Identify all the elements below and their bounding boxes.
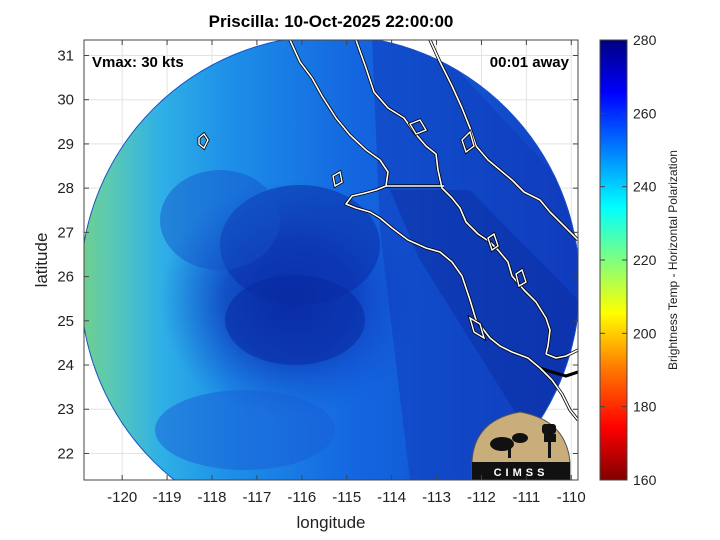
x-tick-label: -115 — [332, 489, 361, 506]
colorbar-tick-label: 160 — [633, 472, 657, 488]
x-axis-ticks: -120 -119 -118 -117 -116 -115 -114 -113 -112 -111… — [107, 40, 586, 506]
colorbar-tick-label: 280 — [633, 32, 657, 48]
y-tick-label: 22 — [57, 445, 74, 462]
x-tick-label: -119 — [153, 489, 182, 506]
colorbar-tick-label: 240 — [633, 179, 657, 195]
vmax-label: Vmax: 30 kts — [92, 54, 184, 71]
colorbar-tick-label: 260 — [633, 105, 657, 121]
y-axis-label: latitude — [32, 233, 51, 288]
colorbar-ticks: 280 260 240 220 200 180 160 — [600, 32, 657, 488]
x-tick-label: -118 — [198, 489, 227, 506]
coastlines — [197, 40, 578, 421]
logo-text: CIMSS — [494, 467, 549, 479]
x-axis-label: longitude — [296, 513, 365, 532]
y-tick-label: 29 — [57, 136, 74, 153]
x-tick-label: -116 — [287, 489, 316, 506]
x-tick-label: -113 — [422, 489, 451, 506]
colorbar-tick-label: 220 — [633, 252, 657, 268]
x-tick-label: -112 — [467, 489, 496, 506]
satellite-swath — [84, 40, 578, 480]
y-tick-label: 28 — [57, 180, 74, 197]
y-tick-label: 31 — [57, 47, 74, 64]
y-tick-label: 30 — [57, 92, 74, 109]
plot-frame — [83, 39, 579, 481]
y-tick-label: 26 — [57, 269, 74, 286]
x-tick-label: -111 — [512, 489, 540, 506]
map-title: Priscilla: 10-Oct-2025 22:00:00 — [208, 12, 454, 31]
x-tick-label: -110 — [557, 489, 586, 506]
colorbar-tick-label: 200 — [633, 325, 657, 341]
y-axis-ticks: 31 30 29 28 27 26 25 24 23 22 — [57, 47, 578, 462]
y-tick-label: 25 — [57, 313, 74, 330]
time-away-label: 00:01 away — [490, 54, 570, 71]
x-tick-label: -120 — [107, 489, 137, 506]
colorbar-tick-label: 180 — [633, 399, 657, 415]
x-tick-label: -114 — [377, 489, 406, 506]
y-tick-label: 24 — [57, 357, 74, 374]
y-tick-label: 27 — [57, 224, 74, 241]
cimss-logo: CIMSS — [471, 411, 571, 481]
x-tick-label: -117 — [242, 489, 271, 506]
y-tick-label: 23 — [57, 401, 74, 418]
colorbar-label: Brightness Temp - Horizontal Polarizatio… — [666, 150, 680, 370]
